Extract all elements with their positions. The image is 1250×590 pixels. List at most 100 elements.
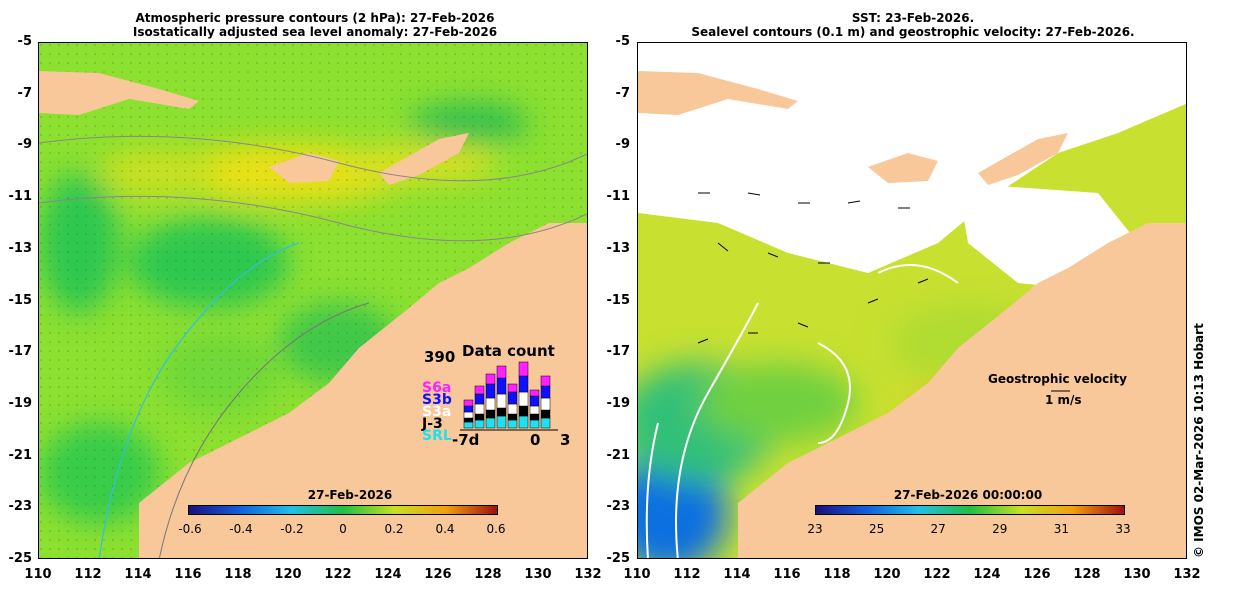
left-y-tick: -11 [8, 189, 33, 205]
left-y-tick: -23 [8, 499, 33, 515]
data-count-bar-segment [474, 385, 485, 395]
right-x-tick: 122 [923, 567, 951, 582]
left-x-tick: 118 [224, 567, 252, 582]
data-count-bar-segment [507, 403, 518, 415]
colorbar-tick-label: -0.6 [178, 522, 202, 536]
right-x-tick: 126 [1023, 567, 1051, 582]
colorbar-tick-label: 23 [807, 522, 823, 536]
data-count-bar-segment [529, 413, 540, 421]
data-count-bar-segment [529, 389, 540, 397]
data-count-bar-segment [507, 391, 518, 405]
right-y-tick: -19 [606, 395, 631, 411]
left-x-tick: 126 [424, 567, 452, 582]
data-count-bar-segment [540, 409, 551, 419]
data-count-inset: 390 Data count S6a S3b S3a J-3 SRL -7d 0 3 [420, 340, 570, 450]
data-count-bar-segment [507, 419, 518, 429]
right-y-tick: -17 [606, 344, 631, 360]
right-x-tick: 120 [873, 567, 901, 582]
left-x-tick: 120 [274, 567, 302, 582]
java-land [638, 71, 798, 115]
sea-level-anomaly-svg [39, 43, 587, 558]
data-count-bar-segment [463, 421, 474, 429]
australia-land [738, 223, 1186, 558]
colorbar-tick-label: -0.2 [280, 522, 304, 536]
data-count-x-right: 3 [560, 431, 571, 449]
sea-level-contour [645, 422, 659, 558]
data-count-bar-segment [485, 397, 496, 411]
right-panel-title: SST: 23-Feb-2026. Sealevel contours (0.1… [638, 11, 1188, 39]
data-count-bar-segment [518, 375, 529, 393]
timor-land [379, 133, 469, 185]
sumba-land [269, 153, 339, 183]
right-y-tick: -25 [606, 551, 631, 566]
right-x-tick: 124 [973, 567, 1001, 582]
mission-label: S3b [422, 392, 452, 408]
mission-label: SRL [422, 428, 452, 444]
right-x-tick: 112 [673, 567, 701, 582]
data-count-bar-segment [529, 395, 540, 407]
colorbar-tick-label: 33 [1115, 522, 1131, 536]
right-y-tick: -11 [606, 189, 631, 205]
right-y-tick: -5 [615, 34, 630, 49]
sumba-land [868, 153, 938, 183]
data-count-bar-segment [496, 407, 507, 417]
left-y-tick: -15 [8, 292, 33, 308]
right-x-tick: 114 [723, 567, 751, 582]
right-x-tick: 132 [1173, 567, 1201, 582]
sst-svg [638, 43, 1186, 558]
left-colorbar [188, 505, 498, 515]
data-count-max: 390 [424, 348, 456, 366]
colorbar-tick-label: 27 [930, 522, 946, 536]
sst-map [637, 42, 1187, 559]
data-count-bar-segment [507, 413, 518, 421]
data-count-bar-segment [474, 413, 485, 421]
data-count-bar-segment [540, 385, 551, 399]
colorbar-tick-label: 31 [1053, 522, 1070, 536]
left-x-tick: 110 [24, 567, 52, 582]
velocity-legend-scale: 1 m/s [1045, 393, 1082, 407]
right-x-tick: 116 [773, 567, 801, 582]
left-x-tick: 116 [174, 567, 202, 582]
data-count-bar-segment [463, 399, 474, 407]
right-colorbar [815, 505, 1125, 515]
velocity-arrows [697, 192, 929, 344]
data-count-x-left: -7d [452, 431, 480, 449]
data-count-bar-segment [474, 403, 485, 415]
right-y-tick: -13 [606, 240, 631, 256]
sea-level-contour [675, 302, 759, 558]
pressure-contour [39, 195, 587, 242]
left-x-tick: 130 [524, 567, 552, 582]
data-count-bar-segment [463, 411, 474, 419]
colorbar-tick-label: -0.4 [229, 522, 253, 536]
data-count-bar-segment [540, 397, 551, 411]
right-y-tick: -15 [606, 292, 631, 308]
data-count-bar-segment [474, 393, 485, 405]
left-x-tick: 114 [124, 567, 152, 582]
colorbar-tick-label: 25 [868, 522, 885, 536]
left-title-line2: Isostatically adjusted sea level anomaly… [132, 25, 498, 39]
left-y-tick: -7 [17, 85, 32, 101]
mission-label: J-3 [422, 416, 443, 432]
colorbar-tick-label: 0 [339, 522, 347, 536]
data-count-bar-segment [485, 409, 496, 419]
data-count-bar-segment [485, 373, 496, 385]
timor-land [978, 133, 1068, 185]
java-land [39, 71, 199, 115]
right-y-tick: -9 [615, 137, 630, 153]
right-x-tick: 128 [1073, 567, 1101, 582]
data-count-bar-segment [529, 405, 540, 415]
data-count-bar-segment [463, 405, 474, 413]
left-x-tick: 112 [74, 567, 102, 582]
left-y-tick: -13 [8, 240, 33, 256]
right-x-tick: 130 [1123, 567, 1151, 582]
mission-label: S3a [422, 404, 452, 420]
pressure-contour [39, 135, 587, 182]
data-count-bar-segment [540, 417, 551, 429]
data-count-bar-segment [485, 383, 496, 399]
colorbar-tick-label: 0.2 [384, 522, 404, 536]
bathymetry-contour [158, 302, 370, 558]
data-count-bar-segment [518, 415, 529, 429]
data-count-bar-segment [518, 405, 529, 417]
right-x-tick: 110 [623, 567, 651, 582]
data-count-bar-segment [507, 383, 518, 393]
